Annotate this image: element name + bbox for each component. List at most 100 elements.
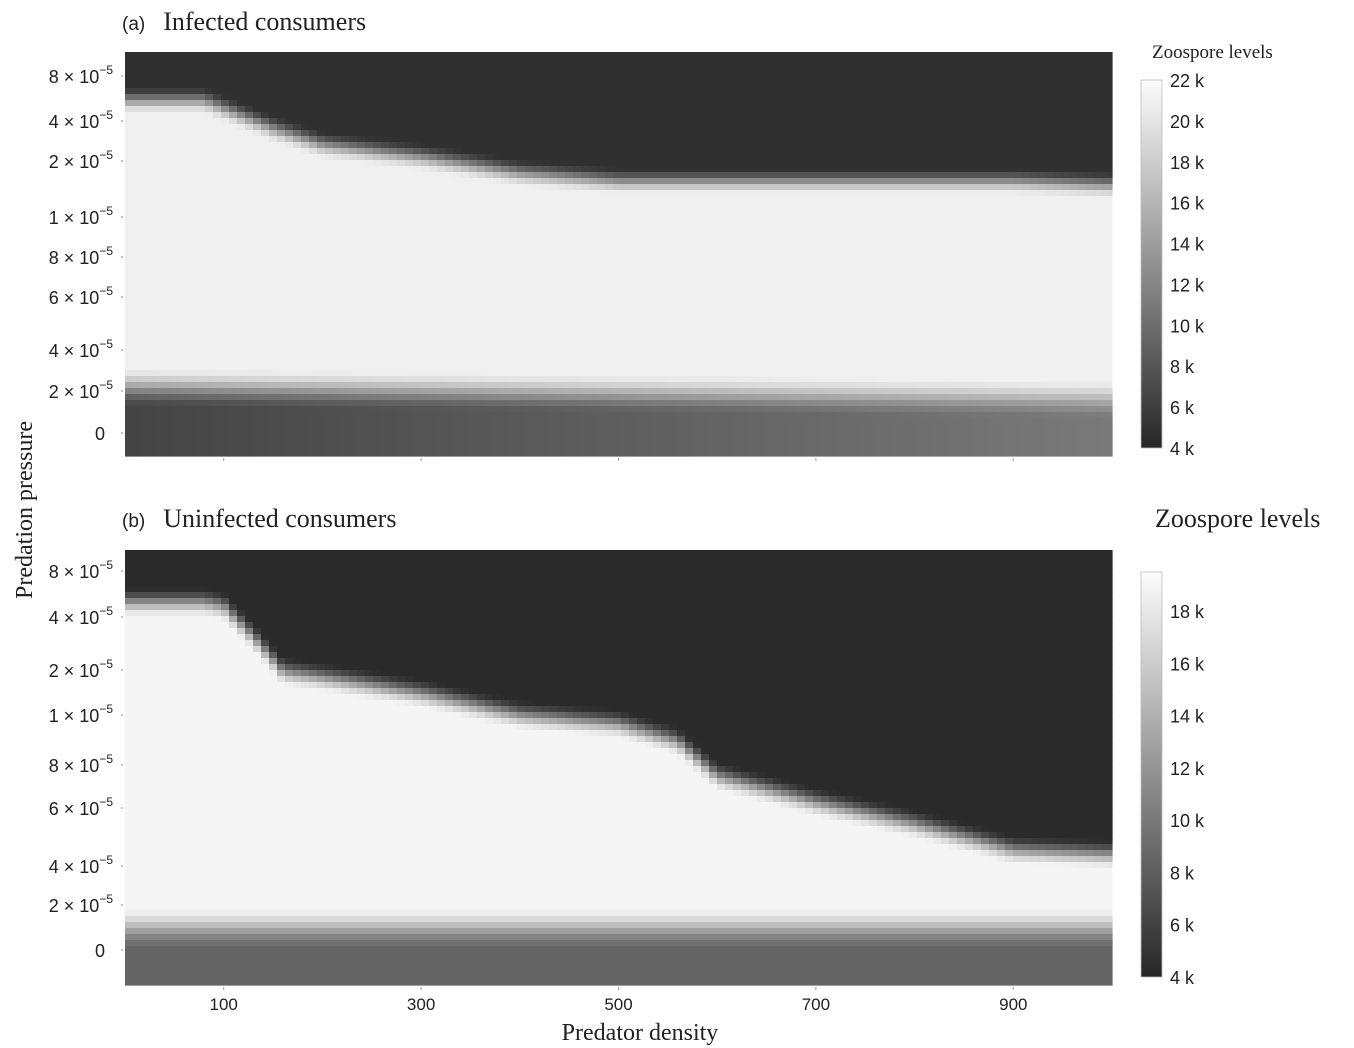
heatmap-cell [269,220,278,227]
heatmap-cell [581,208,590,215]
heatmap-cell [477,358,486,365]
heatmap-cell [397,370,406,377]
heatmap-cell [429,82,438,89]
heatmap-cell [277,64,286,71]
heatmap-cell [269,172,278,179]
heatmap-cell [493,154,502,161]
heatmap-cell [453,76,462,83]
heatmap-cell [461,208,470,215]
heatmap-cell [597,352,606,359]
heatmap-cell [549,100,558,107]
heatmap-cell [165,304,174,311]
heatmap-cell [429,262,438,269]
heatmap-cell [397,58,406,65]
heatmap-cell [573,112,582,119]
heatmap-cell [173,328,182,335]
heatmap-cell [477,172,486,179]
heatmap-cell [629,382,638,389]
heatmap-cell [173,130,182,137]
heatmap-cell [173,58,182,65]
heatmap-cell [437,100,446,107]
heatmap-cell [405,184,414,191]
heatmap-cell [453,226,462,233]
heatmap-cell [317,268,326,275]
heatmap-cell [453,412,462,419]
heatmap-cell [301,286,310,293]
heatmap-cell [629,274,638,281]
heatmap-cell [517,286,526,293]
heatmap-cell [373,202,382,209]
heatmap-cell [437,148,446,155]
heatmap-cell [589,310,598,317]
heatmap-cell [149,208,158,215]
heatmap-cell [629,172,638,179]
heatmap-cell [613,214,622,221]
heatmap-cell [677,256,686,263]
heatmap-cell [669,76,678,83]
heatmap-cell [189,88,198,95]
heatmap-cell [293,412,302,419]
heatmap-cell [541,52,550,59]
heatmap-cell [557,352,566,359]
heatmap-cell [373,64,382,71]
heatmap-cell [461,148,470,155]
heatmap-cell [493,382,502,389]
heatmap-cell [709,124,718,131]
heatmap-cell [341,430,350,437]
heatmap-cell [205,70,214,77]
heatmap-cell [141,406,150,413]
heatmap-cell [485,322,494,329]
heatmap-cell [165,112,174,119]
heatmap-cell [261,442,270,449]
heatmap-cell [621,112,630,119]
heatmap-cell [165,268,174,275]
heatmap-cell [685,214,694,221]
heatmap-cell [133,88,142,95]
heatmap-cell [589,178,598,185]
heatmap-cell [189,280,198,287]
heatmap-cell [333,208,342,215]
heatmap-cell [525,130,534,137]
heatmap-cell [589,358,598,365]
heatmap-cell [133,412,142,419]
heatmap-cell [397,340,406,347]
heatmap-cell [525,340,534,347]
heatmap-cell [469,82,478,89]
heatmap-cell [509,418,518,425]
heatmap-cell [477,220,486,227]
heatmap-cell [341,268,350,275]
heatmap-cell [325,136,334,143]
heatmap-cell [525,94,534,101]
heatmap-cell [381,94,390,101]
heatmap-cell [237,364,246,371]
heatmap-cell [165,448,174,455]
heatmap-cell [685,136,694,143]
heatmap-cell [221,406,230,413]
heatmap-cell [533,256,542,263]
heatmap-cell [341,262,350,269]
heatmap-cell [245,256,254,263]
heatmap-cell [413,454,422,457]
heatmap-cell [477,214,486,221]
heatmap-cell [637,394,646,401]
heatmap-cell [269,88,278,95]
heatmap-cell [301,316,310,323]
heatmap-cell [405,256,414,263]
heatmap-cell [261,220,270,227]
heatmap-cell [253,406,262,413]
heatmap-cell [157,172,166,179]
heatmap-cell [565,388,574,395]
heatmap-cell [205,154,214,161]
heatmap-cell [213,400,222,407]
heatmap-cell [469,304,478,311]
heatmap-cell [261,214,270,221]
heatmap-cell [429,94,438,101]
heatmap-cell [173,388,182,395]
heatmap-cell [333,364,342,371]
heatmap-cell [141,334,150,341]
heatmap-cell [541,136,550,143]
heatmap-cell [341,130,350,137]
heatmap-cell [533,430,542,437]
heatmap-cell [141,358,150,365]
heatmap-cell [517,172,526,179]
